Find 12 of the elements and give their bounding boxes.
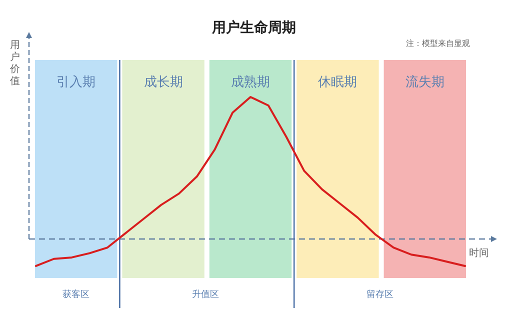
text: 休眠期 <box>318 75 358 90</box>
text: 流失期 <box>405 74 444 90</box>
text: 升值区 <box>192 289 220 300</box>
text: 引入期 <box>56 75 96 90</box>
x-axis-title: 时间 <box>469 247 489 259</box>
y-axis-title: 用户价值 <box>9 40 20 87</box>
text: 注：模型来自显观 <box>406 39 470 48</box>
text: 获客区 <box>62 289 90 300</box>
text: 留存区 <box>366 289 394 300</box>
text: 成长期 <box>144 75 183 90</box>
chart-title: 用户生命周期 <box>211 19 296 36</box>
text: 成熟期 <box>231 75 270 90</box>
